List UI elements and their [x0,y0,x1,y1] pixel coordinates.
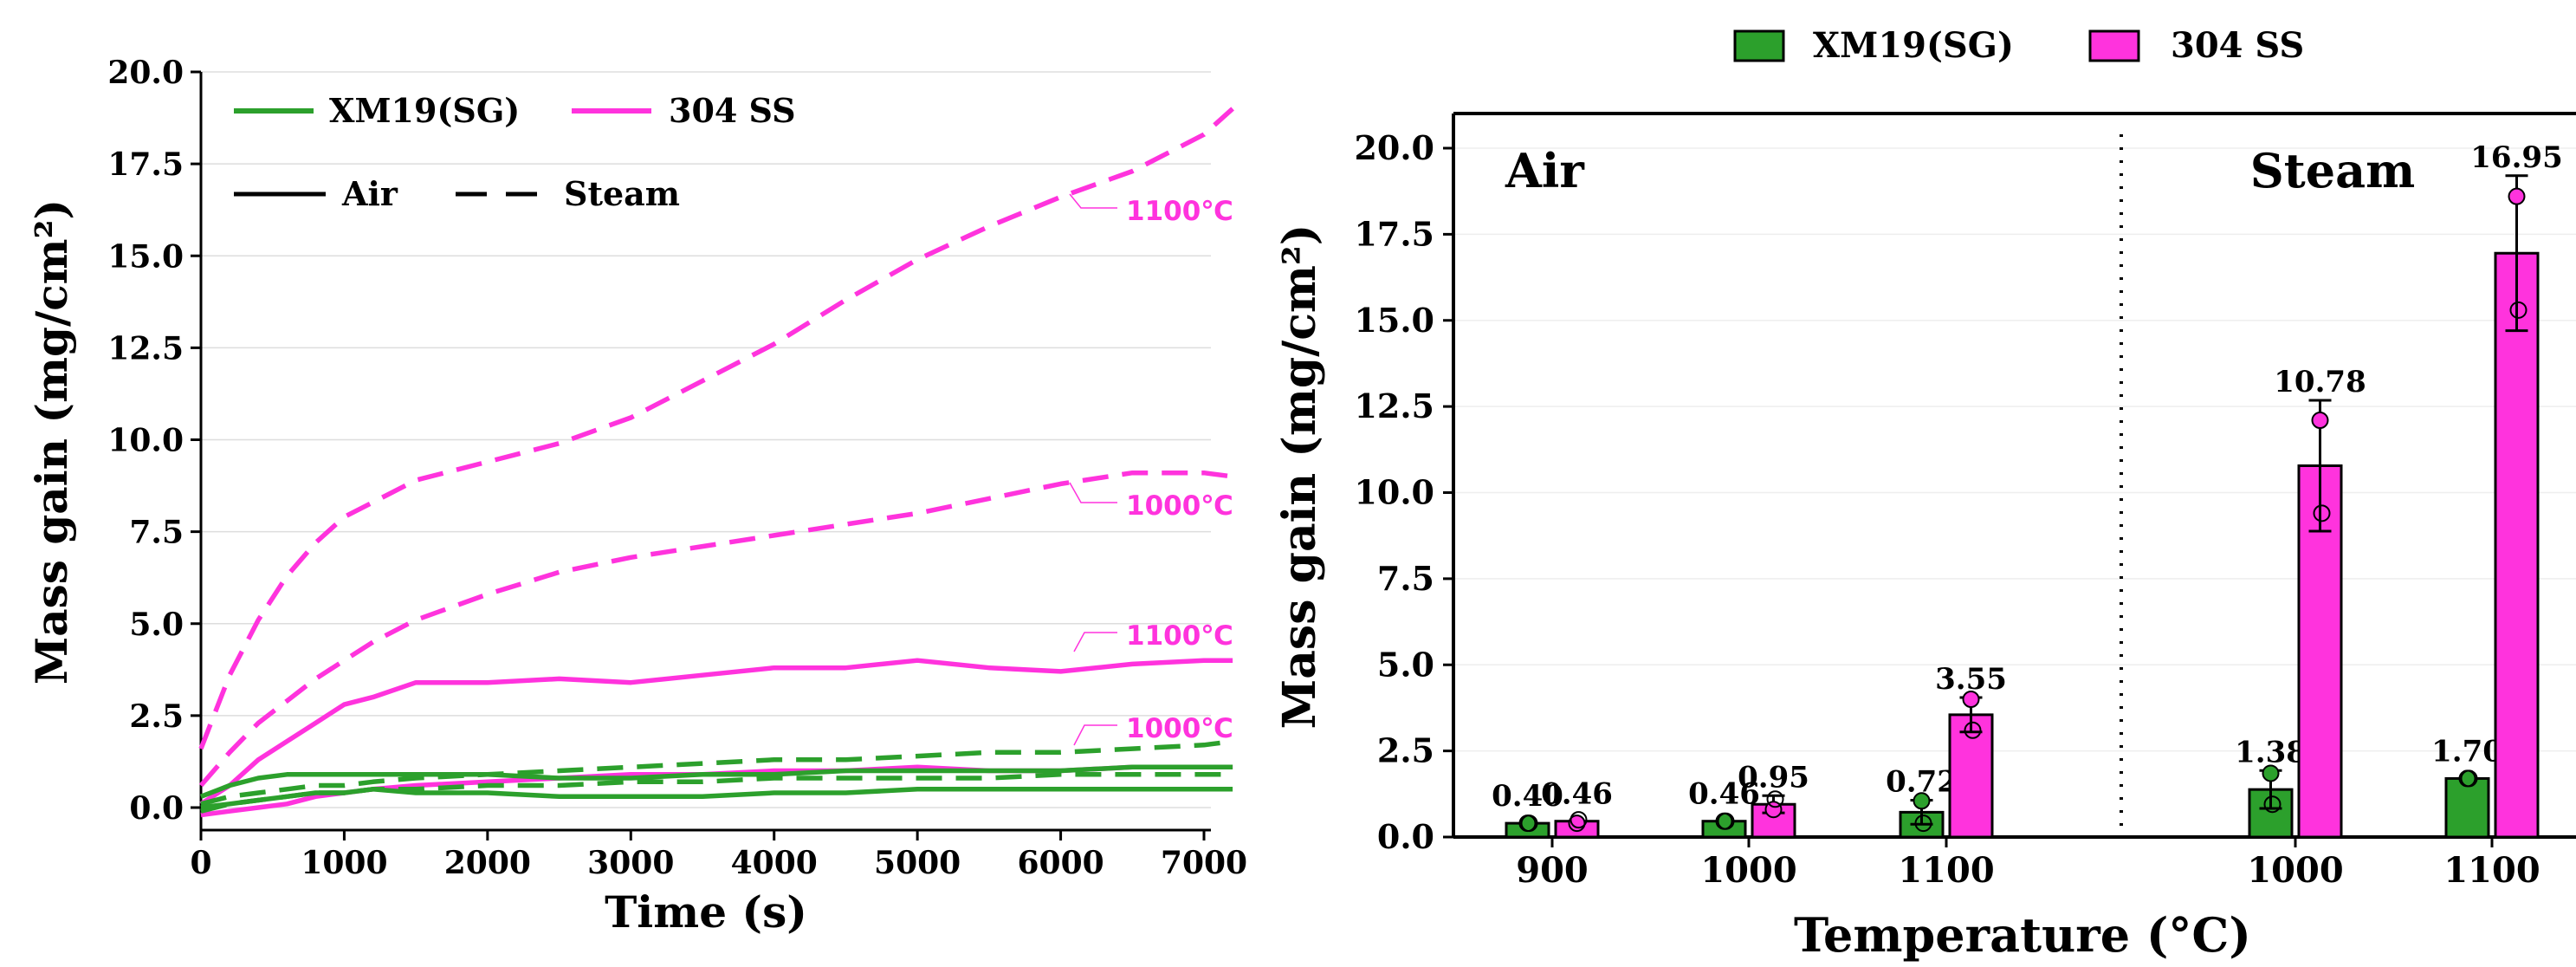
data-point [1913,792,1931,810]
value-label: 0.72 [1886,764,1958,799]
y-tick-label: 7.5 [129,515,184,551]
y-tick-label: 5.0 [1377,645,1434,684]
data-point-hollow [1570,811,1588,829]
data-point-hollow [1520,814,1538,833]
data-point-hollow [1766,790,1784,808]
data-point-hollow [2460,769,2478,788]
legend-label-xm19: XM19(SG) [329,91,520,130]
x-tick-label: 7000 [1161,845,1247,881]
y-tick-label: 17.5 [107,146,184,183]
data-point-hollow [2313,504,2331,522]
data-point [2508,187,2526,205]
y-tick-label: 20.0 [107,55,184,91]
temperature-annotation: 1000℃ [1126,713,1233,744]
legend-label-xm19: XM19(SG) [1813,25,2014,66]
legend-label-steam: Steam [564,174,680,213]
annotation-leader [1073,632,1117,652]
y-tick-label: 17.5 [1354,214,1434,253]
value-label: 1.38 [2235,735,2307,769]
series-line [200,738,1233,807]
bar [2494,251,2540,839]
data-point-hollow [1964,721,1982,739]
panel-label-steam: Steam [2250,143,2415,198]
legend-label-304ss: 304 SS [669,91,796,130]
y-tick-label: 12.5 [107,330,184,367]
data-point [1962,691,1980,708]
y-tick-label: 0.0 [1377,817,1434,856]
x-tick-label: 2000 [444,845,531,881]
x-tick-label: 6000 [1017,845,1104,881]
x-tick-label: 1000 [1700,850,1796,891]
x-tick-label: 1000 [301,845,387,881]
time-series-chart: 0.0 2.5 5.0 7.5 10.0 12.5 15.0 17.5 20.0 0 1000 200… [26,55,1247,938]
value-label: 10.78 [2274,365,2366,399]
temperature-annotation: 1100℃ [1126,620,1233,652]
x-tick-label: 1100 [1898,850,1994,891]
value-label: 1.70 [2431,734,2503,769]
y-axis-label: Mass gain (mg/cm²) [26,199,77,685]
x-tick-label: 4000 [731,845,818,881]
x-tick-label: 3000 [587,845,674,881]
x-tick-label: 900 [1516,850,1589,891]
series-line [198,470,1233,788]
y-tick-label: 2.5 [129,698,184,735]
annotation-leader [1069,193,1117,209]
legend-swatch-xm19 [1733,29,1785,62]
y-axis-label: Mass gain (mg/cm²) [1273,224,1326,730]
x-tick-label: 0 [190,845,211,881]
value-label: 0.46 [1688,777,1760,812]
x-tick-label: 1100 [2443,850,2540,891]
data-point [1764,801,1783,819]
temperature-annotation: 1100℃ [1126,196,1233,227]
x-tick-label: 5000 [874,845,961,881]
bar [1948,713,1994,839]
y-tick-label: 0.0 [129,790,184,827]
data-point-hollow [1914,814,1932,833]
data-point-hollow [2509,301,2527,319]
y-tick-label: 5.0 [129,607,184,643]
value-label: 0.46 [1541,777,1613,812]
x-tick-label: 1000 [2247,850,2343,891]
value-label: 0.95 [1738,760,1809,795]
series-line [199,658,1233,807]
bar-chart: 0.0 2.5 5.0 7.5 10.0 12.5 15.0 17.5 20.0 Air Steam… [1273,25,2576,963]
x-axis-label: Temperature (°C) [1794,907,2251,963]
data-point [2311,412,2329,430]
annotation-leader [1069,482,1117,503]
series-line [200,787,1233,810]
y-tick-label: 15.0 [1354,301,1434,340]
y-tick-label: 12.5 [1354,386,1434,425]
legend-label-air: Air [341,174,398,213]
legend-swatch-304ss [2088,29,2140,62]
panel-label-air: Air [1505,143,1584,198]
data-point-hollow [2263,795,2282,814]
data-point [2262,764,2280,782]
series-line [200,764,1233,799]
y-tick-label: 15.0 [107,238,184,275]
y-tick-label: 2.5 [1377,731,1434,770]
y-tick-label: 20.0 [1354,128,1434,167]
x-axis-label: Time (s) [605,886,807,938]
series-line [198,107,1234,750]
value-label: 0.40 [1492,779,1563,814]
y-tick-label: 10.0 [107,423,184,459]
bar [2444,776,2490,839]
legend-label-304ss: 304 SS [2171,25,2304,66]
value-label: 16.95 [2470,140,2562,175]
annotation-leader [1073,724,1117,746]
temperature-annotation: 1000℃ [1126,490,1233,522]
y-tick-label: 7.5 [1377,559,1434,598]
data-point-hollow [1717,812,1735,830]
y-tick-label: 10.0 [1354,473,1434,512]
value-label: 3.55 [1935,662,2007,697]
